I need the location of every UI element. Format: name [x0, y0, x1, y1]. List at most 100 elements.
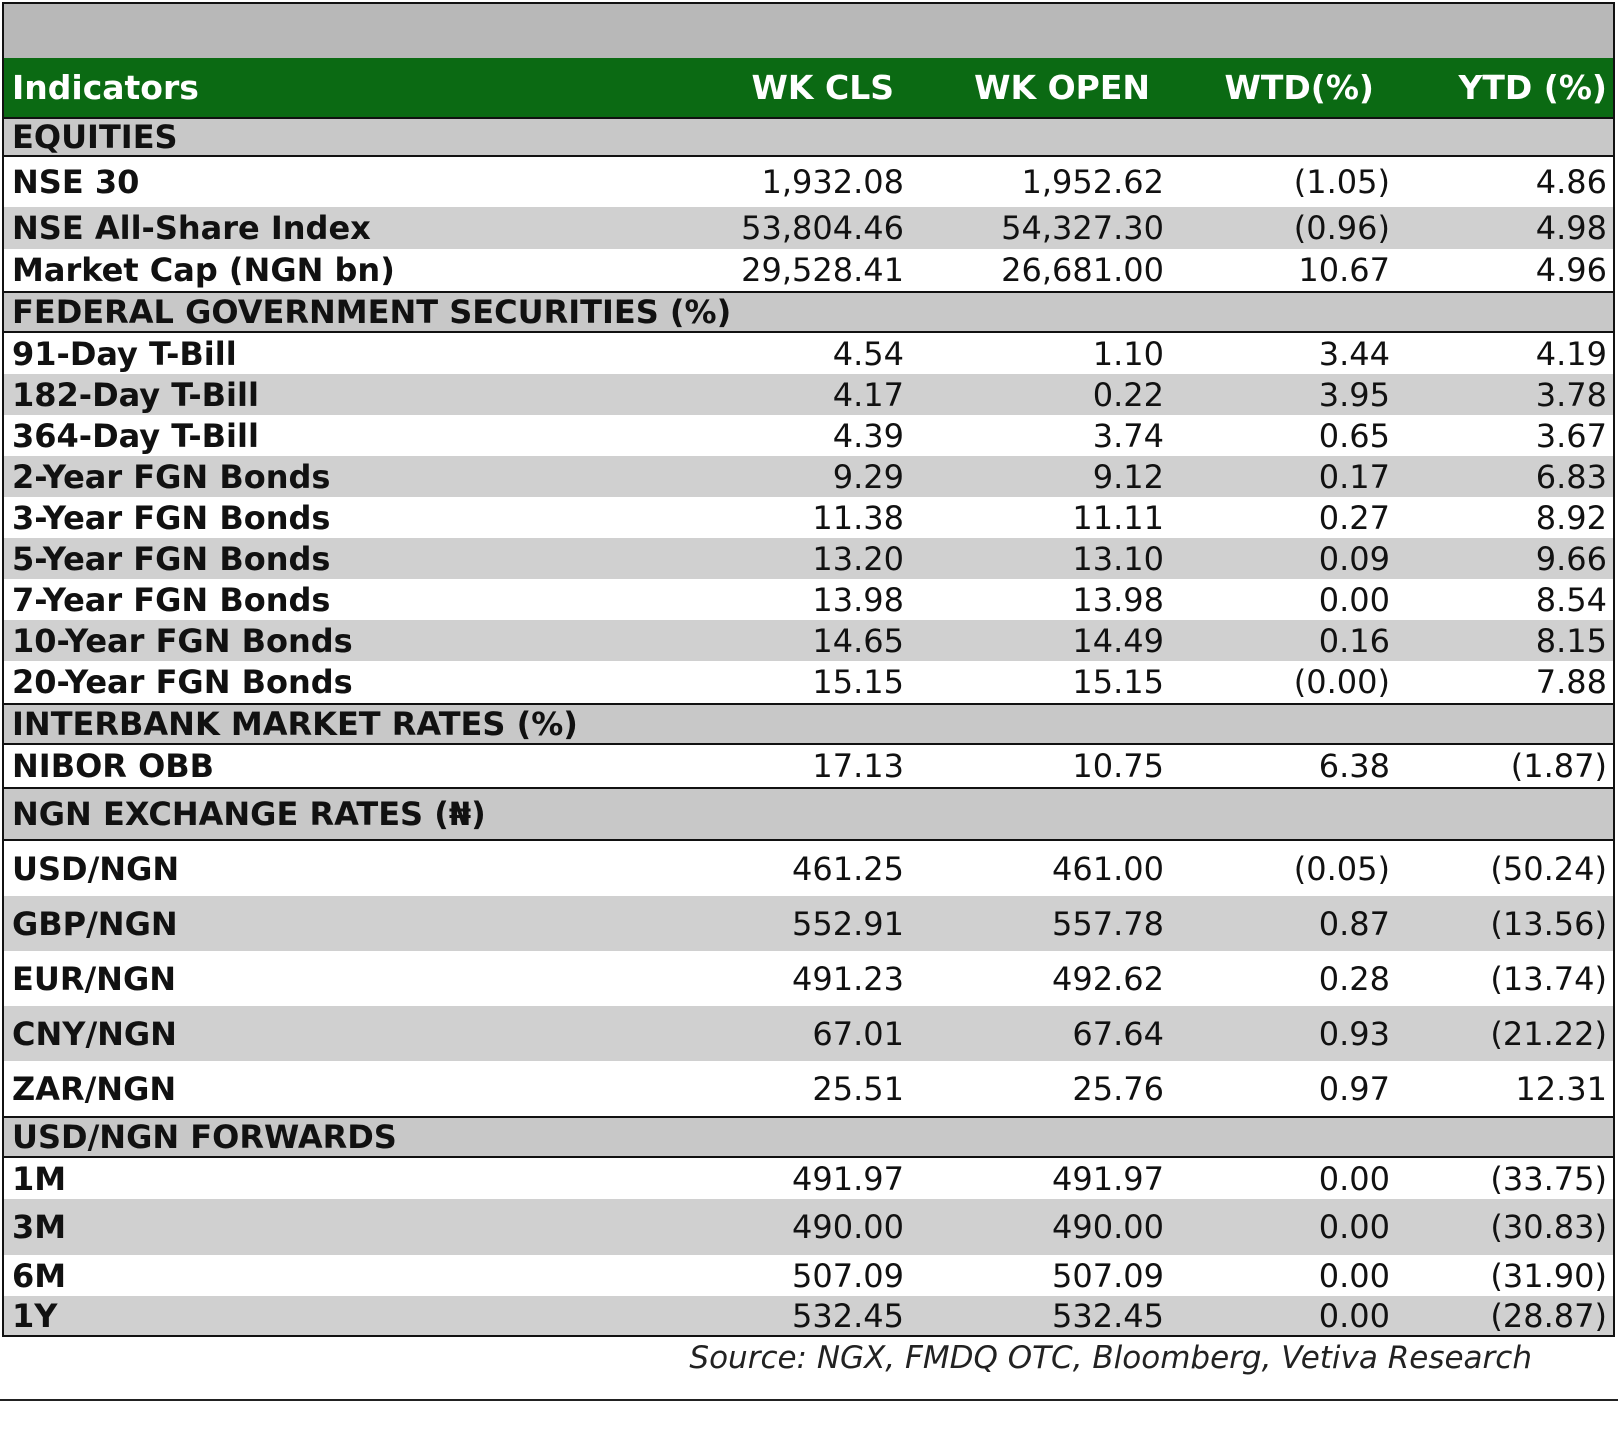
- cell-wk-open: 13.98: [1072, 580, 1164, 619]
- cell-wtd: 0.27: [1318, 498, 1390, 537]
- cell-wtd: 0.28: [1318, 959, 1390, 998]
- row-label: 5-Year FGN Bonds: [12, 539, 331, 578]
- cell-wk-cls: 25.51: [812, 1069, 904, 1108]
- cell-wk-cls: 13.20: [812, 539, 904, 578]
- cell-wtd: (1.05): [1293, 163, 1390, 201]
- cell-ytd: (50.24): [1490, 849, 1607, 888]
- row-label: 6M: [12, 1256, 67, 1295]
- cell-wtd: (0.05): [1293, 849, 1390, 888]
- cell-ytd: 3.67: [1535, 416, 1607, 455]
- cell-ytd: 4.86: [1535, 163, 1607, 201]
- header-wk-cls: WK CLS: [751, 68, 894, 107]
- cell-wk-open: 490.00: [1052, 1208, 1164, 1246]
- header-wtd: WTD(%): [1224, 68, 1374, 107]
- header-ytd: YTD (%): [1458, 68, 1607, 107]
- table-row: 182-Day T-Bill 4.17 0.22 3.95 3.78: [2, 374, 1615, 415]
- cell-wk-open: 507.09: [1052, 1256, 1164, 1295]
- section-fx: NGN EXCHANGE RATES (₦): [2, 787, 1615, 841]
- indicators-table: Indicators WK CLS WK OPEN WTD(%) YTD (%)…: [2, 2, 1615, 1337]
- row-label: Market Cap (NGN bn): [12, 251, 395, 289]
- cell-ytd: (1.87): [1510, 747, 1607, 785]
- row-label: 364-Day T-Bill: [12, 416, 259, 455]
- cell-wk-open: 1,952.62: [1021, 163, 1165, 201]
- cell-ytd: (13.74): [1490, 959, 1607, 998]
- cell-wtd: 0.17: [1318, 457, 1390, 496]
- cell-ytd: 7.88: [1535, 663, 1607, 701]
- cell-ytd: (31.90): [1490, 1256, 1607, 1295]
- cell-wk-cls: 491.97: [792, 1159, 904, 1198]
- cell-wk-cls: 11.38: [812, 498, 904, 537]
- row-label: NIBOR OBB: [12, 747, 215, 785]
- cell-wtd: 0.16: [1318, 621, 1390, 660]
- cell-wtd: 6.38: [1318, 747, 1390, 785]
- cell-wtd: 0.00: [1318, 1256, 1390, 1295]
- cell-wtd: 0.97: [1318, 1069, 1390, 1108]
- cell-wk-open: 1.10: [1092, 334, 1164, 373]
- table-row: Market Cap (NGN bn) 29,528.41 26,681.00 10.…: [2, 249, 1615, 291]
- table-row: 5-Year FGN Bonds 13.20 13.10 0.09 9.66: [2, 538, 1615, 579]
- cell-ytd: (13.56): [1490, 904, 1607, 943]
- row-label: CNY/NGN: [12, 1014, 177, 1053]
- cell-wk-open: 557.78: [1052, 904, 1164, 943]
- cell-wk-cls: 490.00: [792, 1208, 904, 1246]
- row-label: 7-Year FGN Bonds: [12, 580, 331, 619]
- cell-wk-open: 11.11: [1072, 498, 1164, 537]
- cell-wtd: 0.65: [1318, 416, 1390, 455]
- cell-wk-cls: 17.13: [812, 747, 904, 785]
- cell-wk-open: 0.22: [1092, 375, 1164, 414]
- cell-wtd: 0.00: [1318, 1296, 1390, 1335]
- divider: [0, 1399, 1618, 1401]
- section-fgs: FEDERAL GOVERNMENT SECURITIES (%): [2, 291, 1615, 333]
- cell-wtd: 0.00: [1318, 1159, 1390, 1198]
- cell-wtd: (0.00): [1293, 663, 1390, 701]
- cell-wk-open: 461.00: [1052, 849, 1164, 888]
- cell-wk-cls: 507.09: [792, 1256, 904, 1295]
- cell-wk-open: 532.45: [1052, 1296, 1164, 1335]
- cell-wtd: 0.00: [1318, 1208, 1390, 1246]
- cell-wtd: 0.87: [1318, 904, 1390, 943]
- cell-wtd: 0.93: [1318, 1014, 1390, 1053]
- cell-wk-cls: 15.15: [812, 663, 904, 701]
- cell-ytd: 4.98: [1535, 209, 1607, 247]
- section-forwards: USD/NGN FORWARDS: [2, 1116, 1615, 1158]
- cell-wtd: 0.00: [1318, 580, 1390, 619]
- cell-ytd: 4.96: [1535, 251, 1607, 289]
- cell-ytd: 8.54: [1535, 580, 1607, 619]
- cell-wk-cls: 532.45: [792, 1296, 904, 1335]
- row-label: NSE 30: [12, 163, 140, 201]
- cell-wk-cls: 53,804.46: [741, 209, 904, 247]
- row-label: 182-Day T-Bill: [12, 375, 259, 414]
- table-top-band: [2, 2, 1615, 58]
- row-label: EUR/NGN: [12, 959, 176, 998]
- cell-ytd: 4.19: [1535, 334, 1607, 373]
- table-row: NIBOR OBB 17.13 10.75 6.38 (1.87): [2, 745, 1615, 787]
- table-header: Indicators WK CLS WK OPEN WTD(%) YTD (%): [2, 58, 1615, 117]
- table-row: GBP/NGN 552.91 557.78 0.87 (13.56): [2, 896, 1615, 951]
- table-row: NSE 30 1,932.08 1,952.62 (1.05) 4.86: [2, 157, 1615, 207]
- cell-ytd: (28.87): [1490, 1296, 1607, 1335]
- cell-wk-open: 67.64: [1072, 1014, 1164, 1053]
- table-row: CNY/NGN 67.01 67.64 0.93 (21.22): [2, 1006, 1615, 1061]
- cell-wtd: 0.09: [1318, 539, 1390, 578]
- cell-wk-open: 54,327.30: [1001, 209, 1164, 247]
- row-label: 3M: [12, 1208, 67, 1246]
- cell-ytd: (30.83): [1490, 1208, 1607, 1246]
- cell-ytd: 3.78: [1535, 375, 1607, 414]
- table-row: 10-Year FGN Bonds 14.65 14.49 0.16 8.15: [2, 620, 1615, 661]
- row-label: 2-Year FGN Bonds: [12, 457, 331, 496]
- table-row: 20-Year FGN Bonds 15.15 15.15 (0.00) 7.88: [2, 661, 1615, 703]
- row-label: 3-Year FGN Bonds: [12, 498, 331, 537]
- cell-wk-cls: 14.65: [812, 621, 904, 660]
- cell-wk-cls: 4.39: [832, 416, 904, 455]
- cell-ytd: (33.75): [1490, 1159, 1607, 1198]
- cell-wk-cls: 9.29: [832, 457, 904, 496]
- cell-ytd: 6.83: [1535, 457, 1607, 496]
- row-label: 20-Year FGN Bonds: [12, 663, 353, 701]
- cell-wk-open: 3.74: [1092, 416, 1164, 455]
- cell-wtd: 3.44: [1318, 334, 1390, 373]
- cell-ytd: 12.31: [1515, 1069, 1607, 1108]
- cell-ytd: 8.92: [1535, 498, 1607, 537]
- row-label: 1Y: [12, 1296, 58, 1335]
- section-interbank: INTERBANK MARKET RATES (%): [2, 703, 1615, 745]
- table-row: 364-Day T-Bill 4.39 3.74 0.65 3.67: [2, 415, 1615, 456]
